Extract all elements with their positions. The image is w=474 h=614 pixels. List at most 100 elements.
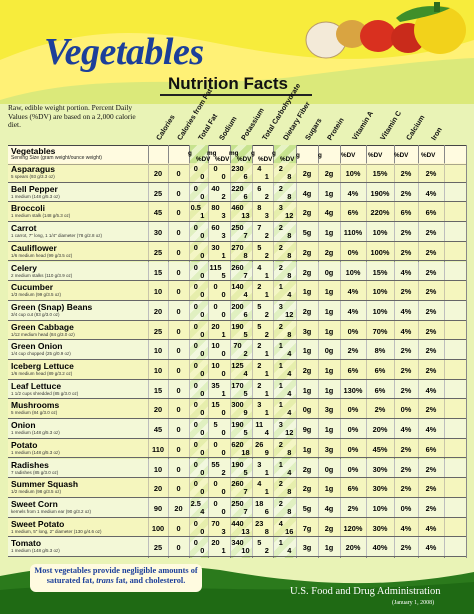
sod-amount: 20: [211, 321, 220, 331]
column-divider: [252, 145, 253, 558]
sod-percent-dv: 5: [221, 270, 226, 280]
calories-value: 110: [152, 444, 164, 454]
vegetable-name: Broccoli: [11, 203, 46, 214]
unit-label: mg: [229, 150, 239, 157]
table-row: [8, 241, 466, 262]
table-row: [8, 182, 466, 203]
vita-value: 2%: [347, 346, 359, 356]
sod-amount: 20: [211, 538, 220, 548]
pot-amount: 170: [231, 380, 244, 390]
carb-percent-dv: 2: [264, 546, 269, 556]
vitc-value: 40%: [372, 543, 388, 553]
fat-percent-dv: 0: [200, 388, 205, 398]
calc-value: 0%: [400, 503, 412, 513]
unit-label: %DV: [280, 156, 295, 163]
agency-name: U.S. Food and Drug Administration: [290, 586, 441, 597]
sod-percent-dv: 1: [221, 546, 226, 556]
pot-percent-dv: 5: [243, 467, 248, 477]
calories-from-fat-value: 0: [176, 385, 181, 395]
table-row: [8, 202, 466, 223]
sod-amount: 15: [211, 400, 220, 410]
vegetables-illustration: [305, 2, 466, 59]
pot-percent-dv: 4: [243, 369, 248, 378]
carb-amount: 3: [257, 459, 262, 469]
table-row: [8, 419, 466, 439]
column-divider: [394, 145, 395, 558]
vegetable-name: Sweet Potato: [11, 518, 65, 529]
fiber-amount: 2: [278, 164, 283, 173]
serving-size-header: Serving Size (gram weight/ounce weight): [11, 155, 102, 161]
iron-value: 2%: [425, 366, 437, 375]
fiber-amount: 1: [278, 538, 283, 548]
calc-value: 2%: [400, 464, 412, 474]
vita-value: 4%: [347, 306, 359, 316]
calories-from-fat-value: 0: [176, 287, 181, 297]
vitc-value: 15%: [372, 169, 388, 178]
fiber-amount: 1: [278, 400, 283, 410]
sod-percent-dv: 1: [221, 329, 226, 339]
column-divider: [168, 145, 169, 558]
fiber-percent-dv: 4: [287, 467, 292, 477]
calories-value: 45: [153, 425, 163, 435]
column-header: Iron: [429, 125, 444, 142]
fiber-amount: 3: [278, 420, 283, 430]
table-row: [8, 478, 466, 498]
vitc-value: 70%: [372, 326, 388, 336]
sod-percent-dv: 0: [221, 428, 226, 438]
column-header: Sodium: [217, 114, 239, 142]
protein-value: 1g: [324, 484, 334, 494]
pot-amount: 70: [233, 341, 242, 351]
carb-amount: 3: [257, 400, 262, 410]
vegetable-name: Radishes: [11, 459, 49, 470]
vegetable-name: Potato: [11, 439, 38, 450]
fat-percent-dv: 0: [200, 487, 205, 497]
calories-from-fat-value: 0: [176, 464, 181, 474]
vitc-value: 10%: [372, 287, 388, 297]
pot-amount: 260: [231, 479, 244, 489]
pot-percent-dv: 4: [243, 290, 248, 300]
carb-percent-dv: 3: [264, 211, 269, 221]
sod-amount: 55: [211, 459, 220, 469]
protein-value: 1g: [324, 326, 334, 336]
serving-size: 3/4 cup cut (83 g/3.0 oz): [11, 311, 60, 317]
sugar-value: 7g: [302, 523, 312, 533]
serving-size: 1 medium, 5" long, 2" diameter (130 g/4.…: [11, 528, 102, 534]
protein-value: 1g: [324, 385, 334, 395]
fat-amount: 0: [193, 282, 198, 292]
fat-amount: 0: [193, 242, 198, 252]
vita-value: 2%: [347, 503, 359, 513]
carb-percent-dv: 2: [264, 329, 269, 339]
subtitle-underline: [160, 94, 312, 96]
calories-from-fat-value: 0: [176, 425, 181, 435]
table-row: [8, 379, 466, 400]
vita-value: 4%: [347, 188, 359, 198]
carb-amount: 6: [257, 183, 262, 193]
protein-value: 2g: [324, 247, 334, 257]
pot-amount: 260: [231, 262, 244, 272]
fat-amount: 0: [193, 518, 198, 528]
serving-size: 1/6 medium head (99 g/3.5 oz): [11, 252, 73, 258]
iron-value: 4%: [425, 385, 437, 395]
iron-value: 2%: [425, 405, 437, 415]
fat-percent-dv: 0: [200, 467, 205, 477]
fiber-percent-dv: 8: [287, 172, 292, 181]
calories-from-fat-value: 0: [176, 405, 181, 415]
carb-amount: 2: [257, 380, 262, 390]
table-row: [8, 458, 466, 479]
calories-value: 25: [153, 188, 163, 198]
pot-percent-dv: 7: [243, 487, 248, 497]
calories-from-fat-value: 0: [176, 523, 181, 533]
vegetable-name: Cauliflower: [11, 242, 57, 253]
calories-from-fat-value: 0: [176, 484, 181, 494]
iron-value: 6%: [425, 444, 437, 454]
unit-label: %DV: [368, 152, 383, 159]
calc-value: 2%: [400, 444, 412, 454]
fat-percent-dv: 0: [200, 191, 205, 201]
fiber-amount: 2: [278, 439, 283, 449]
fiber-amount: 2: [278, 498, 283, 508]
protein-value: 1g: [324, 366, 334, 375]
sod-percent-dv: 0: [221, 309, 226, 319]
pot-amount: 190: [231, 459, 244, 469]
carb-amount: 4: [257, 262, 262, 272]
table-row: [8, 163, 466, 183]
